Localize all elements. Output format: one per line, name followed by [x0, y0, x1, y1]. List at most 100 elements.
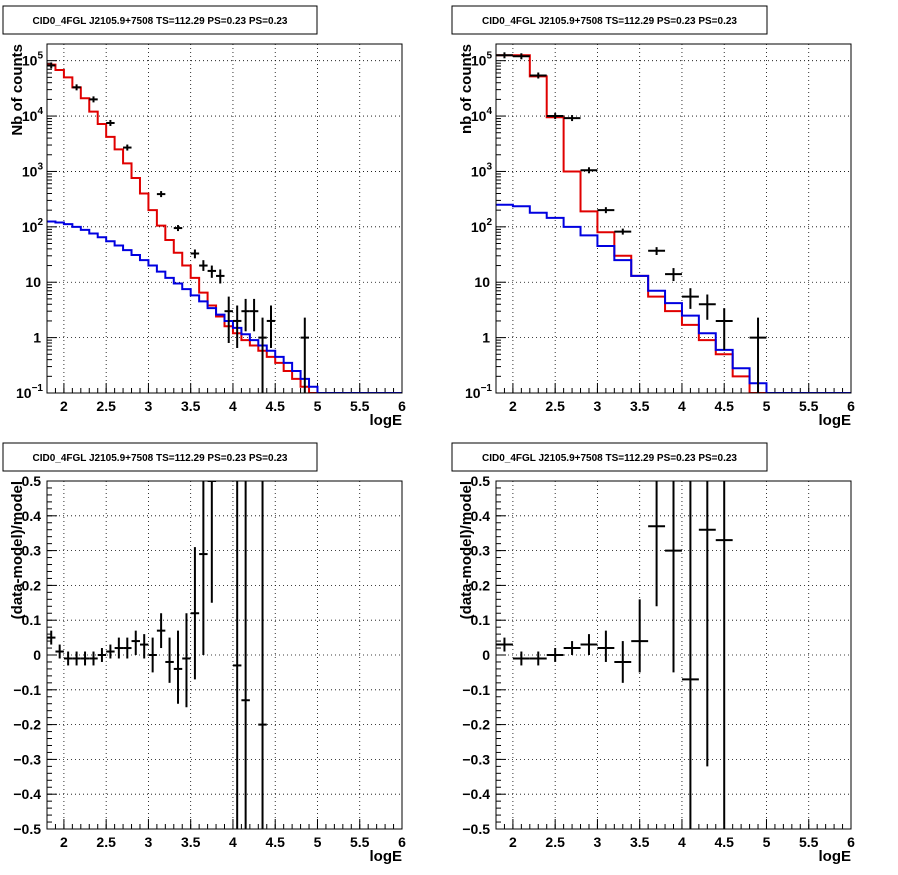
data-point [648, 481, 666, 607]
data-point [156, 613, 166, 649]
data-point [216, 269, 225, 284]
y-axis-title: Nb of counts [9, 44, 26, 136]
y-axis-title: (data-model)/model [458, 481, 475, 619]
x-tick-label: 3 [594, 398, 602, 414]
y-tick-label: 103 [22, 161, 44, 179]
y-tick-label: 0.1 [22, 612, 42, 628]
y-tick-label: 0.5 [471, 473, 491, 489]
y-tick-label: −0.3 [462, 751, 490, 767]
x-tick-label: 5 [314, 398, 322, 414]
data-point [614, 228, 632, 235]
x-tick-label: 3.5 [181, 398, 201, 414]
x-tick-label: 3.5 [630, 398, 650, 414]
y-tick-label: −0.1 [462, 682, 490, 698]
data-point [97, 648, 107, 662]
data-point [173, 225, 183, 232]
data-point [106, 119, 115, 126]
x-tick-label: 4 [678, 834, 686, 850]
data-point [698, 294, 716, 320]
data-point [597, 630, 615, 662]
data-point [258, 481, 267, 829]
data-point [106, 644, 115, 659]
data-point [258, 317, 267, 393]
x-tick-label: 2 [509, 834, 517, 850]
data-point [300, 317, 310, 393]
x-tick-label: 4.5 [714, 398, 734, 414]
x-tick-label: 5.5 [799, 398, 819, 414]
model-total-line [496, 54, 851, 393]
plot-frame [495, 43, 852, 394]
data-point [512, 651, 530, 666]
y-tick-label: 0.1 [471, 612, 491, 628]
x-axis-title: logE [819, 848, 852, 865]
x-tick-label: 6 [847, 398, 855, 414]
chart-title-box: CID0_4FGL J2105.9+7508 TS=112.29 PS=0.23… [2, 442, 318, 472]
data-point [665, 481, 682, 673]
data-point [580, 167, 598, 174]
data-point [207, 481, 217, 603]
y-tick-label: 104 [22, 106, 44, 124]
y-tick-label: 10 [474, 274, 490, 290]
y-tick-exponent: 3 [486, 161, 492, 172]
data-point [698, 481, 716, 767]
y-tick-base: 10 [471, 219, 487, 235]
y-tick-label: 10−1 [465, 383, 492, 401]
data-point [182, 613, 191, 708]
data-point [123, 144, 132, 151]
y-tick-base: 10 [471, 108, 487, 124]
data-point [47, 62, 56, 69]
x-tick-label: 5.5 [799, 834, 819, 850]
x-tick-label: 3 [145, 398, 153, 414]
data-point [148, 637, 157, 673]
x-tick-label: 6 [398, 834, 406, 850]
y-tick-label: −0.5 [462, 821, 490, 837]
y-tick-label: 0.4 [471, 508, 491, 524]
y-tick-label: 103 [471, 161, 493, 179]
data-point [546, 113, 564, 120]
data-point [496, 637, 513, 652]
x-tick-label: 2.5 [96, 834, 116, 850]
y-tick-base: 10 [22, 219, 38, 235]
x-tick-label: 4.5 [265, 834, 285, 850]
data-point [249, 298, 259, 332]
x-axis-title: logE [819, 412, 852, 429]
x-tick-label: 3.5 [630, 834, 650, 850]
y-tick-label: 1 [33, 330, 41, 346]
y-tick-exponent: 3 [37, 161, 43, 172]
title-frame [2, 5, 318, 35]
data-point [715, 481, 733, 829]
chart-panel-3: CID0_4FGL J2105.9+7508 TS=112.29 PS=0.23… [2, 442, 406, 865]
x-tick-label: 2.5 [545, 834, 565, 850]
x-tick-label: 4.5 [714, 834, 734, 850]
x-tick-label: 2 [60, 834, 68, 850]
y-tick-exponent: 5 [37, 51, 43, 62]
x-tick-label: 4 [678, 398, 686, 414]
data-point [72, 651, 81, 666]
y-tick-label: 0.3 [471, 543, 491, 559]
chart-panel-1: CID0_4FGL J2105.9+7508 TS=112.29 PS=0.23… [2, 5, 406, 429]
y-tick-label: 104 [471, 106, 493, 124]
data-point [681, 481, 699, 829]
data-point [580, 634, 598, 655]
chart-title-box: CID0_4FGL J2105.9+7508 TS=112.29 PS=0.23… [2, 5, 318, 35]
model-background-line [47, 220, 402, 393]
data-point [55, 644, 64, 659]
y-tick-exponent: 4 [486, 106, 492, 117]
model-background-line [496, 203, 851, 393]
x-tick-label: 4.5 [265, 398, 285, 414]
data-point [156, 191, 166, 198]
y-tick-label: 0.2 [22, 577, 42, 593]
y-tick-label: 102 [22, 217, 44, 235]
x-tick-label: 5.5 [350, 834, 370, 850]
y-tick-label: 10−1 [16, 383, 43, 401]
data-point [232, 481, 242, 829]
data-point [47, 630, 56, 645]
data-point [190, 547, 200, 680]
data-point [665, 268, 682, 282]
chart-title: CID0_4FGL J2105.9+7508 TS=112.29 PS=0.23… [32, 16, 287, 27]
x-tick-label: 3 [145, 834, 153, 850]
x-axis-title: logE [370, 848, 403, 865]
data-point [199, 481, 208, 655]
data-point [89, 651, 98, 666]
y-tick-base: 10 [16, 385, 32, 401]
